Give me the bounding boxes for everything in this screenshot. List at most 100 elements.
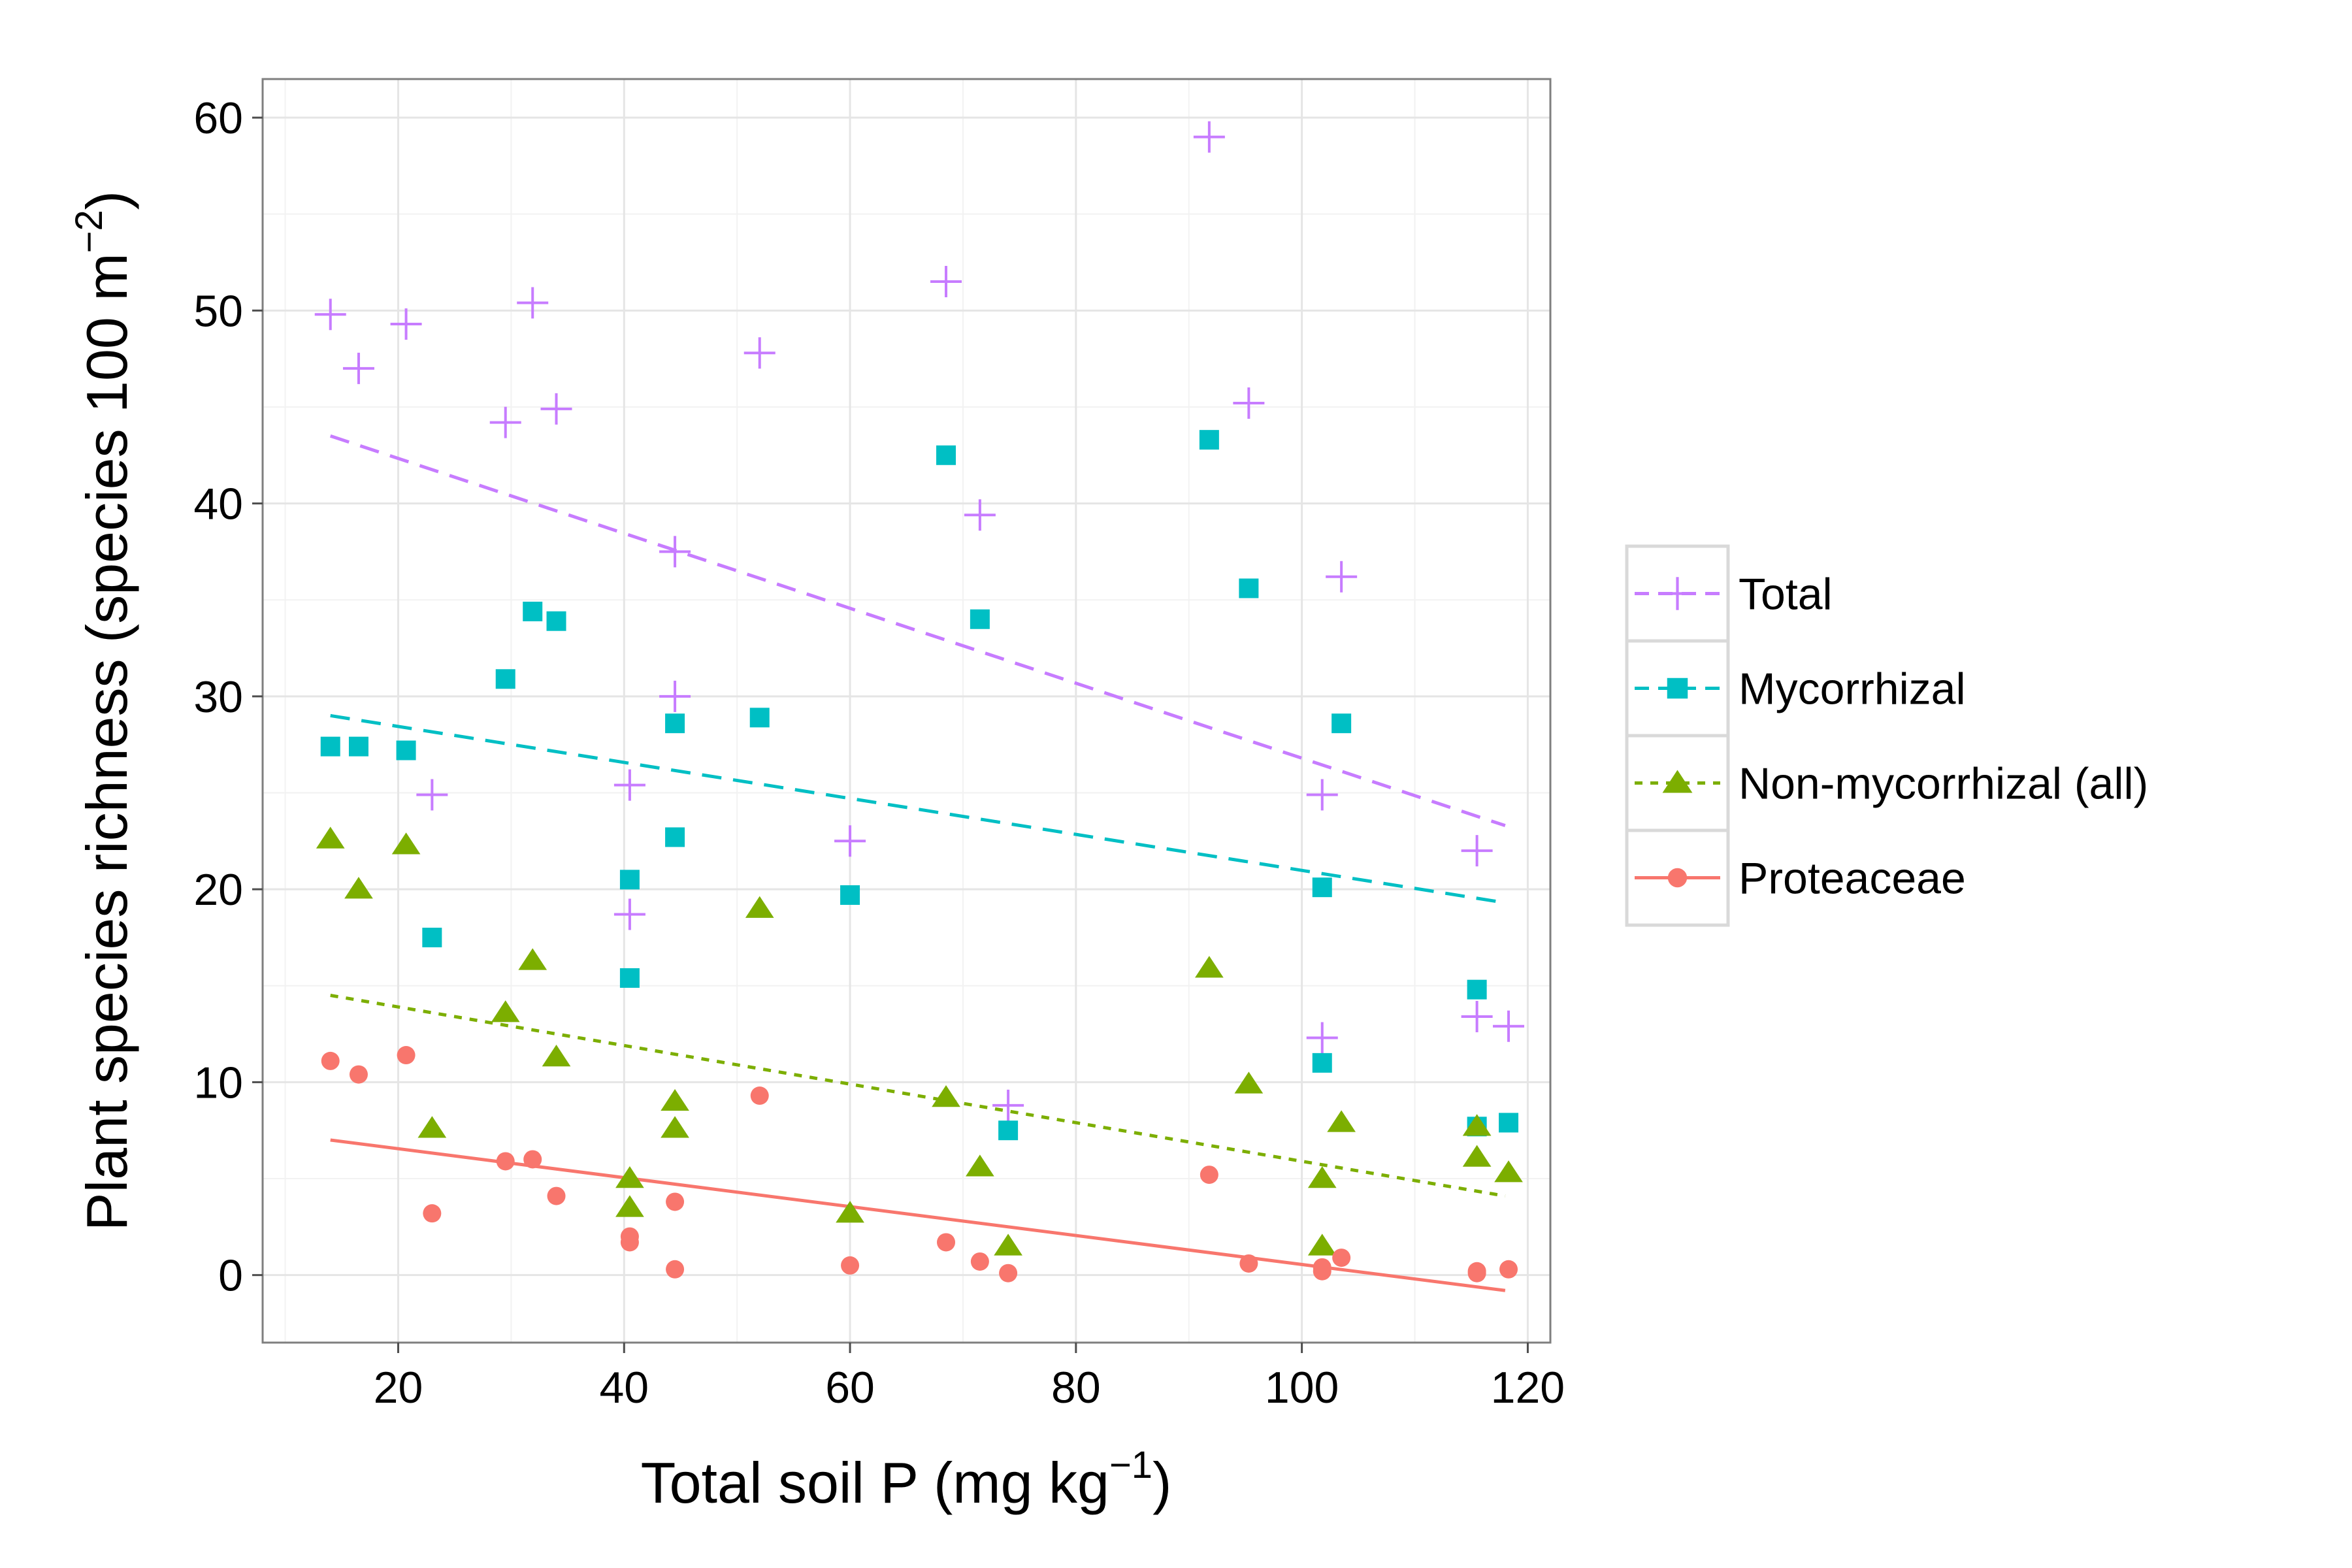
- point-proteaceae: [423, 1204, 442, 1223]
- legend-label-total: Total: [1739, 570, 1833, 619]
- point-non-mycorrhizal-all: [1234, 1071, 1264, 1094]
- point-mycorrhizal: [495, 669, 515, 689]
- point-non-mycorrhizal-all: [316, 826, 345, 849]
- point-total: [1326, 561, 1358, 593]
- point-non-mycorrhizal-all: [994, 1233, 1022, 1256]
- point-total: [1193, 121, 1225, 153]
- point-total: [489, 406, 521, 438]
- x-tick-label: 40: [599, 1363, 649, 1413]
- x-tick-label: 20: [374, 1363, 423, 1413]
- y-tick-label: 10: [193, 1058, 243, 1107]
- point-proteaceae: [321, 1051, 340, 1070]
- point-non-mycorrhizal-all: [344, 877, 373, 899]
- point-non-mycorrhizal-all: [1327, 1110, 1356, 1132]
- point-non-mycorrhizal-all: [932, 1085, 960, 1107]
- point-mycorrhizal: [665, 827, 685, 847]
- y-tick-label: 30: [193, 672, 243, 722]
- point-mycorrhizal: [840, 885, 860, 905]
- point-proteaceae: [1467, 1262, 1486, 1281]
- point-proteaceae: [523, 1150, 542, 1169]
- point-non-mycorrhizal-all: [615, 1195, 644, 1217]
- point-total: [1233, 387, 1265, 419]
- point-non-mycorrhizal-all: [518, 948, 547, 970]
- y-tick-label: 50: [193, 286, 243, 336]
- point-proteaceae: [937, 1233, 956, 1252]
- point-mycorrhizal: [348, 736, 368, 757]
- point-mycorrhizal: [523, 601, 543, 621]
- point-non-mycorrhizal-all: [542, 1045, 571, 1067]
- trend-line-non-mycorrhizal-all: [330, 994, 1506, 1198]
- point-total: [540, 393, 572, 425]
- point-mycorrhizal: [422, 927, 442, 947]
- point-total: [1306, 779, 1338, 811]
- point-proteaceae: [750, 1086, 769, 1105]
- point-total: [1461, 1001, 1493, 1032]
- point-non-mycorrhizal-all: [1195, 956, 1224, 978]
- point-mycorrhizal: [619, 968, 640, 988]
- x-tick-label: 120: [1491, 1363, 1565, 1413]
- legend-marker-mycorrhizal: [1667, 678, 1688, 699]
- point-non-mycorrhizal-all: [1307, 1166, 1337, 1188]
- point-proteaceae: [666, 1260, 685, 1279]
- point-total: [659, 536, 691, 568]
- legend-marker-non-mycorrhizal-all: [1662, 770, 1693, 793]
- point-proteaceae: [1239, 1254, 1258, 1273]
- point-total: [613, 898, 645, 930]
- point-mycorrhizal: [320, 736, 340, 757]
- point-non-mycorrhizal-all: [417, 1116, 447, 1138]
- y-tick-label: 60: [193, 93, 243, 143]
- point-non-mycorrhizal-all: [661, 1088, 689, 1111]
- point-proteaceae: [1313, 1258, 1331, 1277]
- point-non-mycorrhizal-all: [491, 1000, 520, 1022]
- legend-marker-proteaceae: [1667, 868, 1688, 888]
- point-proteaceae: [666, 1192, 685, 1211]
- point-proteaceae: [1332, 1249, 1351, 1267]
- point-total: [342, 352, 374, 384]
- point-non-mycorrhizal-all: [966, 1154, 994, 1177]
- point-proteaceae: [397, 1046, 416, 1065]
- point-total: [390, 308, 422, 340]
- y-tick-label: 20: [193, 865, 243, 915]
- point-proteaceae: [547, 1186, 566, 1205]
- point-total: [517, 287, 549, 319]
- point-non-mycorrhizal-all: [836, 1201, 864, 1223]
- point-total: [1306, 1022, 1338, 1054]
- legend-marker-total: [1661, 577, 1694, 610]
- point-total: [1493, 1010, 1525, 1042]
- point-non-mycorrhizal-all: [615, 1166, 644, 1188]
- grid: [263, 79, 1550, 1343]
- point-total: [1461, 835, 1493, 867]
- legend-label-non-mycorrhizal-all: Non-mycorrhizal (all): [1739, 759, 2148, 809]
- x-axis: 20 40 60 80 100 120: [374, 1343, 1565, 1413]
- point-total: [930, 266, 962, 298]
- point-mycorrhizal: [1312, 877, 1332, 898]
- point-mycorrhizal: [396, 740, 416, 760]
- point-mycorrhizal: [1239, 578, 1259, 598]
- point-proteaceae: [620, 1233, 639, 1252]
- y-tick-label: 40: [193, 480, 243, 529]
- point-total: [834, 825, 866, 857]
- point-mycorrhizal: [1199, 430, 1219, 450]
- point-total: [964, 499, 996, 531]
- point-total: [613, 769, 645, 801]
- point-proteaceae: [1200, 1166, 1218, 1184]
- point-non-mycorrhizal-all: [1307, 1233, 1337, 1256]
- x-tick-label: 60: [825, 1363, 875, 1413]
- trend-line-total: [329, 434, 1506, 828]
- legend: Total Mycorrhizal Non-mycorrhizal (all) Pro…: [1622, 541, 2202, 930]
- point-total: [992, 1089, 1024, 1121]
- point-total: [743, 337, 776, 369]
- point-mycorrhizal: [1499, 1113, 1519, 1133]
- point-total: [659, 680, 691, 712]
- point-non-mycorrhizal-all: [661, 1116, 689, 1138]
- point-mycorrhizal: [1467, 979, 1487, 1000]
- point-non-mycorrhizal-all: [1462, 1114, 1492, 1136]
- point-non-mycorrhizal-all: [391, 832, 421, 855]
- y-axis-label: Plant species richness (species 100 m−2): [68, 191, 139, 1231]
- point-proteaceae: [841, 1256, 860, 1275]
- legend-label-proteaceae: Proteaceae: [1739, 854, 1966, 904]
- point-mycorrhizal: [936, 445, 956, 465]
- panel-border: [261, 78, 1552, 1344]
- point-mycorrhizal: [970, 609, 990, 629]
